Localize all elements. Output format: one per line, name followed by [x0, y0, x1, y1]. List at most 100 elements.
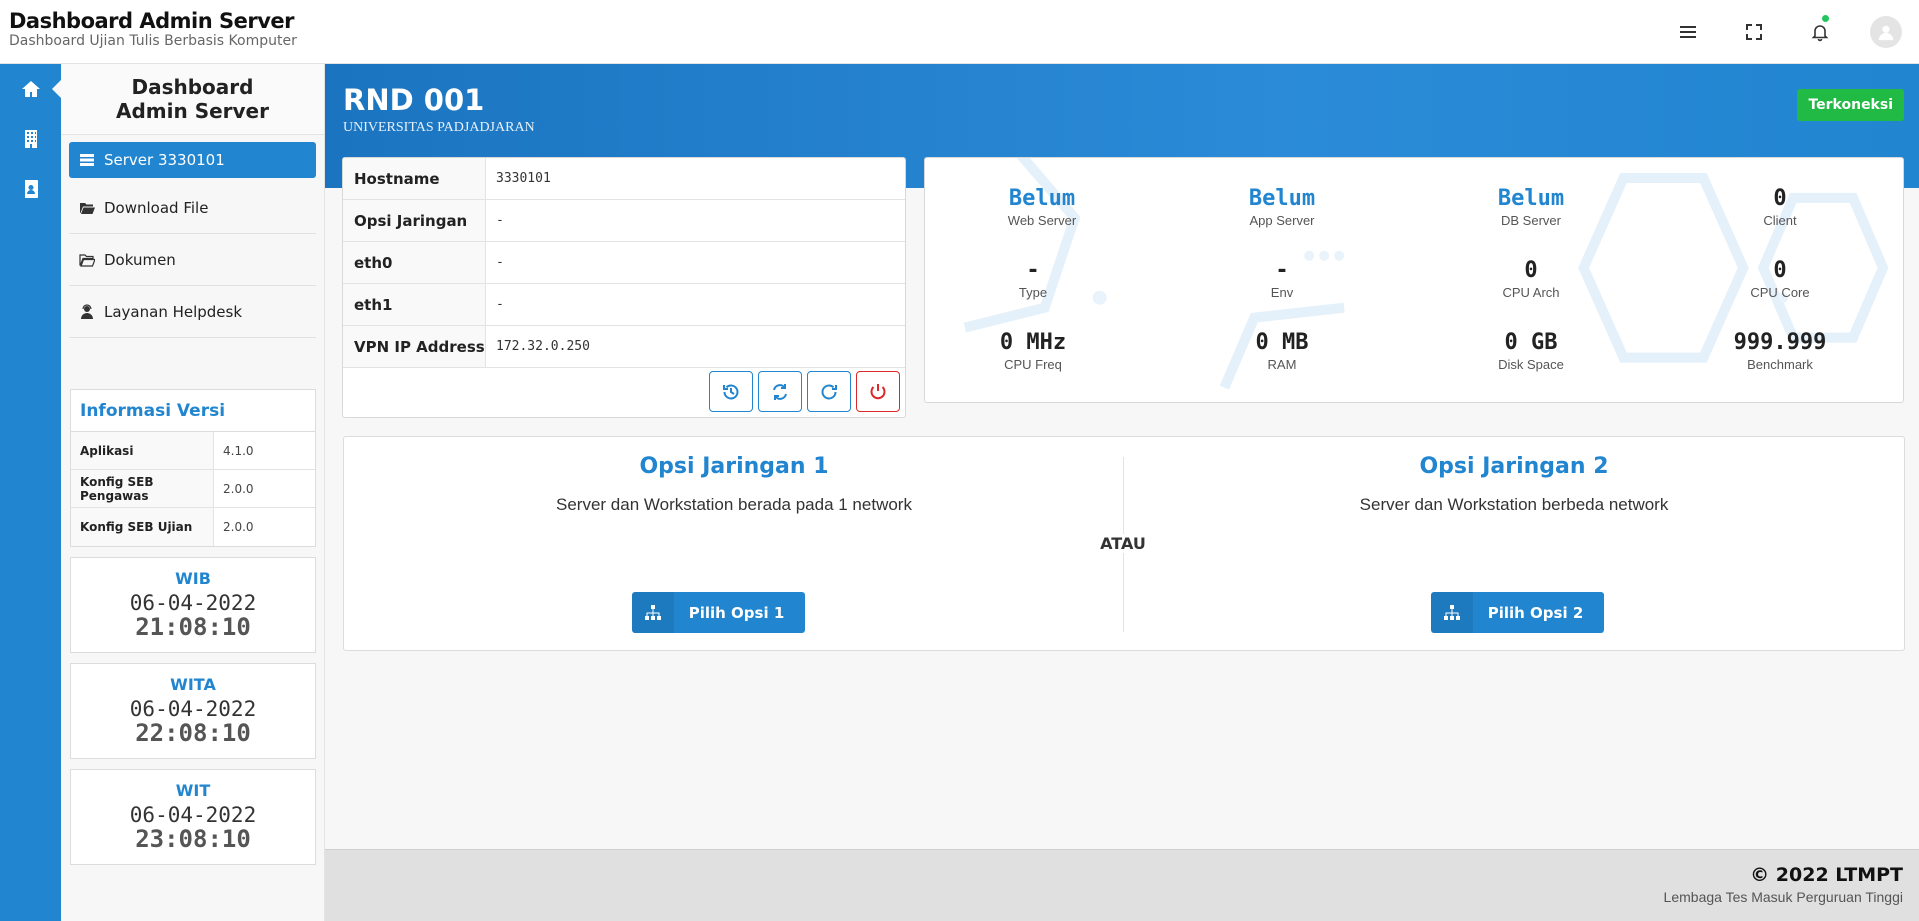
sidebar-item-server[interactable]: Server 3330101: [69, 142, 316, 178]
stat-value: -: [1026, 258, 1040, 283]
stat-label: App Server: [1249, 213, 1315, 228]
host-row: eth0 -: [343, 242, 905, 284]
version-value: 2.0.0: [223, 520, 254, 534]
user-avatar-button[interactable]: [1853, 0, 1919, 64]
stat-client: 0 Client: [1690, 186, 1870, 228]
host-value: 3330101: [496, 171, 551, 186]
choose-option-2-button[interactable]: Pilih Opsi 2: [1431, 592, 1604, 633]
rail-home[interactable]: [0, 64, 61, 114]
stat-value: 0: [1524, 258, 1538, 283]
stat-ram: 0 MB RAM: [1192, 330, 1372, 372]
sidebar-item-download-file[interactable]: Download File: [69, 182, 316, 234]
clock-time: 23:08:10: [135, 825, 251, 853]
stat-value: 0 MB: [1255, 330, 1309, 355]
stat-env: - Env: [1192, 258, 1372, 300]
stat-cpu-arch: 0 CPU Arch: [1441, 258, 1621, 300]
host-row: Hostname 3330101: [343, 158, 905, 200]
stat-benchmark: 999.999 Benchmark: [1690, 330, 1870, 372]
sidebar-item-helpdesk[interactable]: Layanan Helpdesk: [69, 286, 316, 338]
footer: © 2022 LTMPT Lembaga Tes Masuk Perguruan…: [325, 849, 1919, 921]
host-value: -: [496, 255, 504, 270]
host-row: Opsi Jaringan -: [343, 200, 905, 242]
clock-wita: WITA 06-04-2022 22:08:10: [70, 663, 316, 759]
stat-value: 0: [1773, 186, 1787, 211]
power-button[interactable]: [856, 371, 900, 412]
sidebar-item-label: Dokumen: [104, 250, 176, 269]
stat-label: Client: [1763, 213, 1797, 228]
stat-label: DB Server: [1501, 213, 1561, 228]
version-key: Konfig SEB Pengawas: [71, 470, 214, 507]
clock-wib: WIB 06-04-2022 21:08:10: [70, 557, 316, 653]
app-subtitle: Dashboard Ujian Tulis Berbasis Komputer: [9, 33, 297, 49]
host-value: -: [496, 297, 504, 312]
sitemap-icon: [1431, 592, 1473, 633]
stat-type: - Type: [943, 258, 1123, 300]
server-icon: [80, 154, 94, 166]
stat-value: 0 GB: [1504, 330, 1558, 355]
clock-zone: WIT: [175, 781, 211, 800]
stat-cpu-freq: 0 MHz CPU Freq: [943, 330, 1123, 372]
version-row: Aplikasi 4.1.0: [71, 432, 315, 470]
user-avatar-icon: [1870, 16, 1902, 48]
host-key: VPN IP Address: [343, 326, 486, 367]
option-title: Opsi Jaringan 1: [639, 454, 829, 479]
clock-date: 06-04-2022: [129, 591, 257, 615]
clock-wit: WIT 06-04-2022 23:08:10: [70, 769, 316, 865]
sitemap-icon: [632, 592, 674, 633]
stat-label: RAM: [1267, 357, 1297, 372]
top-bar: Dashboard Admin Server Dashboard Ujian T…: [0, 0, 1919, 64]
stat-value: 0: [1773, 258, 1787, 283]
version-value: 2.0.0: [223, 481, 254, 496]
rail-contacts[interactable]: [0, 164, 61, 214]
network-options-panel: Opsi Jaringan 1 Server dan Workstation b…: [343, 436, 1905, 651]
footer-organization: Lembaga Tes Masuk Perguruan Tinggi: [1663, 889, 1903, 905]
stat-label: Benchmark: [1747, 357, 1813, 372]
version-key: Aplikasi: [71, 432, 214, 469]
sidebar-title: Dashboard Admin Server: [61, 64, 324, 135]
stat-label: Env: [1270, 285, 1294, 300]
option-description: Server dan Workstation berada pada 1 net…: [556, 495, 912, 514]
sidebar-menu: Server 3330101 Download File Dokumen Lay…: [61, 135, 324, 338]
sidebar-item-dokumen[interactable]: Dokumen: [69, 234, 316, 286]
redo-button[interactable]: [807, 371, 851, 412]
building-icon: [24, 130, 37, 148]
stat-cpu-core: 0 CPU Core: [1690, 258, 1870, 300]
stat-value: 0 MHz: [999, 330, 1067, 355]
clock-zone: WITA: [170, 675, 216, 694]
server-name: RND 001: [343, 83, 485, 117]
sync-button[interactable]: [758, 371, 802, 412]
host-key: Opsi Jaringan: [343, 200, 486, 241]
host-value: -: [496, 213, 504, 228]
menu-icon[interactable]: [1655, 0, 1721, 64]
footer-copyright: © 2022 LTMPT: [1750, 864, 1903, 886]
options-separator: ATAU: [1098, 534, 1148, 553]
option-description: Server dan Workstation berbeda network: [1359, 495, 1669, 514]
stat-label: Type: [1018, 285, 1048, 300]
notification-dot: [1822, 15, 1829, 22]
bell-icon[interactable]: [1787, 0, 1853, 64]
redo-icon: [821, 384, 837, 399]
sidebar-title-text: Dashboard Admin Server: [116, 75, 269, 123]
sidebar: Dashboard Admin Server Server 3330101 Do…: [61, 64, 325, 921]
host-key: Hostname: [343, 158, 486, 199]
stat-value: Belum: [1248, 186, 1316, 211]
clock-date: 06-04-2022: [129, 803, 257, 827]
sidebar-item-label: Layanan Helpdesk: [104, 302, 243, 321]
history-button[interactable]: [709, 371, 753, 412]
stat-label: CPU Core: [1750, 285, 1810, 300]
host-value: 172.32.0.250: [496, 339, 590, 354]
sidebar-item-label: Server 3330101: [104, 151, 225, 169]
network-option-2: Opsi Jaringan 2 Server dan Workstation b…: [1124, 437, 1904, 652]
host-key: eth0: [343, 242, 486, 283]
server-stats-panel: Belum Web Server Belum App Server Belum …: [924, 157, 1904, 403]
sidebar-item-label: Download File: [104, 198, 209, 217]
fullscreen-icon[interactable]: [1721, 0, 1787, 64]
icon-rail: [0, 64, 61, 921]
host-info-table: Hostname 3330101 Opsi Jaringan - eth0 - …: [342, 157, 906, 418]
option-button-label: Pilih Opsi 1: [688, 603, 785, 622]
choose-option-1-button[interactable]: Pilih Opsi 1: [632, 592, 805, 633]
folder-open-icon: [80, 202, 95, 214]
institution-name: UNIVERSITAS PADJADJARAN: [343, 120, 535, 135]
rail-building[interactable]: [0, 114, 61, 164]
folder-open-icon: [79, 253, 95, 267]
